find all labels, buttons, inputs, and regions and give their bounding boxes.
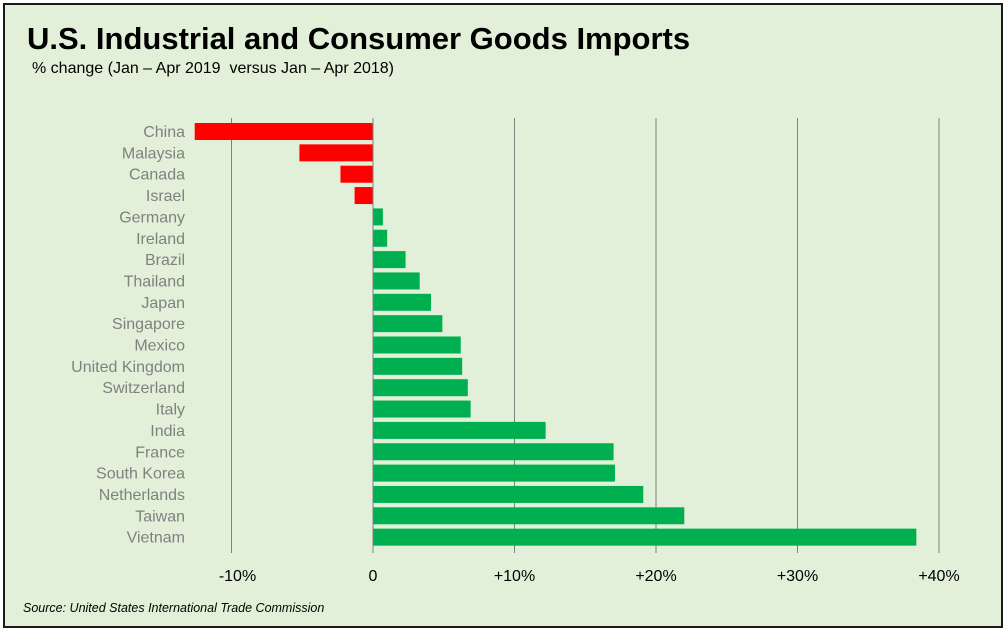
bar-chart: China Malaysia Canada Israel Germany Ireland B… [71,118,960,585]
bar-taiwan [373,507,685,525]
category-label-thailand: Thailand [124,273,185,290]
category-label-vietnam: Vietnam [127,530,185,547]
x-tick-label-3: +20% [635,568,676,585]
bar-israel [354,187,373,205]
bar-ireland [373,229,388,247]
x-tick-label-0: -10% [219,568,256,585]
chart-source: Source: United States International Trad… [23,601,325,615]
category-label-italy: Italy [156,402,185,419]
category-label-south-korea: South Korea [96,466,185,483]
bar-netherlands [373,485,644,503]
category-label-france: France [135,444,185,461]
bar-united-kingdom [373,357,463,375]
category-label-canada: Canada [129,167,185,184]
bar-india [373,421,546,439]
x-tick-label-1: 0 [369,568,378,585]
category-label-netherlands: Netherlands [99,487,185,504]
category-label-singapore: Singapore [112,316,185,333]
x-tick-label-2: +10% [494,568,535,585]
category-label-germany: Germany [119,209,185,226]
bar-singapore [373,315,443,333]
bar-switzerland [373,379,468,397]
bar-china [194,123,373,140]
bar-france [373,443,614,461]
category-label-japan: Japan [141,295,185,312]
bar-brazil [373,251,406,269]
category-label-brazil: Brazil [145,252,185,269]
x-tick-label-5: +40% [918,568,959,585]
bar-japan [373,293,432,311]
category-label-mexico: Mexico [134,338,185,355]
chart-frame: U.S. Industrial and Consumer Goods Impor… [3,3,1003,628]
chart-title: U.S. Industrial and Consumer Goods Impor… [27,21,691,56]
chart-subtitle: % change (Jan – Apr 2019 versus Jan – Ap… [32,60,395,77]
bar-germany [373,208,383,226]
bar-vietnam [373,528,917,546]
bar-italy [373,400,471,418]
bar-mexico [373,336,461,354]
bar-malaysia [299,144,373,162]
bar-south-korea [373,464,615,482]
category-label-china: China [143,124,185,141]
category-label-israel: Israel [146,188,185,205]
category-label-taiwan: Taiwan [135,508,185,525]
category-label-switzerland: Switzerland [102,380,185,397]
bar-canada [340,165,373,183]
category-label-india: India [150,423,185,440]
category-label-malaysia: Malaysia [122,145,185,162]
x-tick-label-4: +30% [777,568,818,585]
category-label-united-kingdom: United Kingdom [71,359,185,376]
category-label-ireland: Ireland [136,231,185,248]
bar-thailand [373,272,420,290]
